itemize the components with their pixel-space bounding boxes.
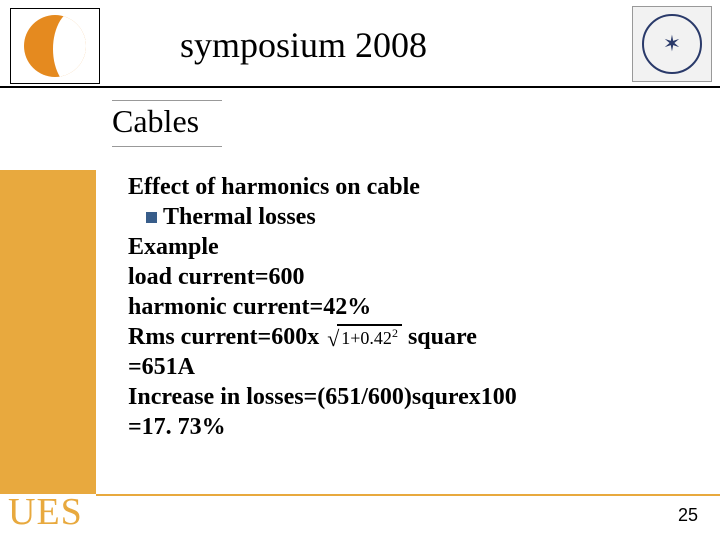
slide-title: symposium 2008	[180, 24, 427, 66]
body-line: load current=600	[128, 262, 688, 292]
radicand-base: 1+0.42	[341, 328, 392, 348]
sidebar-accent	[0, 170, 96, 494]
footer-brand: UES	[8, 490, 83, 534]
logo-left-box	[10, 8, 100, 84]
rms-suffix: square	[408, 324, 477, 350]
seal-icon: ✶	[642, 14, 702, 74]
sqrt-expression: √ 1+0.422	[327, 324, 402, 350]
square-bullet-icon	[146, 212, 157, 223]
section-heading: Cables	[112, 100, 222, 147]
body-line: =17. 73%	[128, 412, 688, 442]
body-line: Increase in losses=(651/600)squrex100	[128, 382, 688, 412]
rms-prefix: Rms current=600x	[128, 324, 319, 350]
radicand: 1+0.422	[337, 324, 402, 350]
body-line: harmonic current=42%	[128, 292, 688, 322]
body-line-rms: Rms current=600x √ 1+0.422 square	[128, 322, 688, 352]
body-line: Example	[128, 232, 688, 262]
slide: symposium 2008 ✶ Cables Effect of harmon…	[0, 0, 720, 540]
body-line: =651A	[128, 352, 688, 382]
bullet-text: Thermal losses	[163, 204, 316, 230]
leaf-logo-icon	[24, 15, 86, 77]
body-bullet-row: Thermal losses	[128, 202, 688, 232]
page-number: 25	[678, 505, 698, 526]
footer-accent-line	[96, 494, 720, 496]
header: symposium 2008 ✶	[0, 0, 720, 88]
body-content: Effect of harmonics on cable Thermal los…	[128, 172, 688, 442]
badge-right-box: ✶	[632, 6, 712, 82]
body-line: Effect of harmonics on cable	[128, 172, 688, 202]
radicand-exp: 2	[392, 326, 398, 340]
